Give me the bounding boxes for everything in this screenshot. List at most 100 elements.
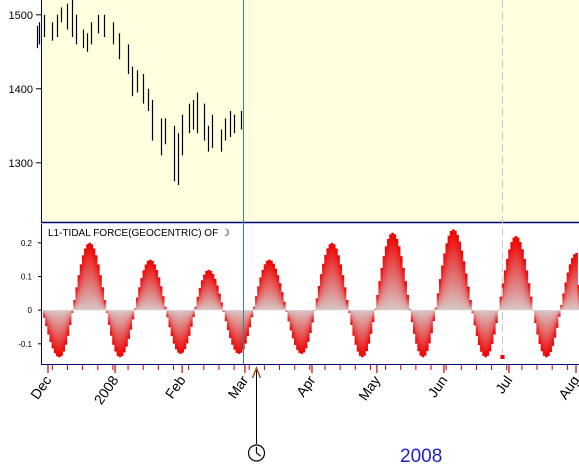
tidal-area-column	[471, 310, 475, 314]
tidal-area-column	[293, 310, 297, 345]
tidal-area-column	[391, 232, 394, 311]
tidal-area-column	[402, 267, 405, 311]
tidal-area-column	[413, 310, 416, 334]
tidal-area-column	[389, 234, 392, 311]
tidal-area-column	[287, 310, 291, 322]
tidal-area-column	[350, 310, 353, 325]
tidal-area-column	[159, 286, 163, 311]
tidal-area-column	[68, 310, 72, 325]
tidal-area-column	[177, 310, 180, 353]
tidal-area-column	[532, 310, 535, 311]
tidal-area-column	[179, 310, 182, 354]
tidal-area-column	[467, 286, 470, 311]
tidal-area-column	[112, 310, 115, 345]
tidal-area-column	[302, 310, 306, 353]
tidal-area-column	[564, 282, 568, 311]
tidal-area-column	[330, 242, 334, 311]
tidal-area-column	[311, 310, 314, 323]
tidal-area-column	[551, 310, 555, 346]
tidal-area-column	[88, 242, 92, 311]
tidal-area-column	[144, 264, 148, 311]
tidal-area-column	[207, 269, 211, 311]
tidal-area-column	[304, 310, 308, 349]
tidal-area-column	[482, 310, 485, 356]
year-label: 2008	[400, 446, 442, 465]
tidal-area-column	[116, 310, 120, 356]
tidal-area-column	[527, 283, 531, 311]
tidal-area-column	[250, 310, 254, 318]
tidal-area-column	[231, 310, 234, 345]
tidal-area-column	[547, 310, 550, 356]
tidal-area-column	[71, 310, 74, 313]
tidal-area-column	[458, 241, 462, 311]
tidal-y-ticks: 0.2 0.1 0 -0.1	[18, 239, 42, 349]
tidal-area-column	[79, 264, 83, 311]
tidal-area-column	[90, 244, 94, 311]
tidal-area-column	[432, 310, 436, 322]
tidal-area-column	[376, 295, 379, 311]
tidal-area-column	[506, 258, 509, 311]
tidal-area-column	[237, 310, 241, 354]
tidal-area-column	[445, 243, 449, 311]
tidal-area-column	[345, 300, 349, 311]
tidal-area-column	[473, 310, 477, 326]
tidal-area-column	[454, 230, 457, 311]
tidal-area-column	[404, 281, 407, 311]
x-axis-month-labels: Dec 2008 Feb Mar Apr May Jun Jul Aug	[27, 365, 579, 407]
tidal-area-column	[136, 297, 139, 311]
tidal-area-column	[408, 308, 412, 311]
tidal-area-column	[512, 237, 516, 311]
tidal-area-column	[58, 310, 61, 358]
tidal-area-column	[343, 287, 347, 311]
tidal-area-column	[374, 308, 377, 311]
clock-hands	[255, 447, 261, 457]
tidal-area-column	[490, 310, 494, 345]
tidal-area-column	[181, 310, 185, 353]
tidal-area-column	[573, 254, 576, 311]
tidal-area-column	[363, 310, 366, 356]
x-month-label: 2008	[91, 372, 122, 407]
tidal-area-column	[397, 246, 401, 311]
tidal-area-column	[131, 310, 135, 320]
tidal-area-column	[209, 270, 213, 311]
tidal-area-column	[529, 296, 533, 311]
tidal-area-column	[94, 255, 98, 311]
tidal-area-column	[493, 310, 496, 335]
tidal-area-column	[107, 310, 111, 325]
tidal-area-column	[419, 310, 423, 356]
tidal-area-column	[298, 310, 301, 353]
tidal-area-column	[348, 310, 351, 313]
x-month-label: Apr	[293, 372, 319, 399]
tidal-area-column	[174, 310, 178, 350]
tidal-area-column	[575, 252, 578, 311]
tidal-area-column	[146, 260, 150, 311]
tidal-area-column	[216, 285, 219, 311]
tidal-area-column	[525, 270, 529, 311]
tidal-area-column	[538, 310, 542, 345]
tidal-area-column	[393, 234, 397, 311]
tidal-area-column	[555, 310, 559, 328]
tidal-area-column	[168, 310, 172, 328]
tidal-area-column	[553, 310, 557, 338]
tidal-panel-title: L1-TIDAL FORCE(GEOCENTRIC) OF ☽	[48, 228, 230, 239]
tidal-area-column	[464, 273, 468, 311]
tidal-area-column	[105, 310, 109, 313]
tidal-area-column	[196, 296, 200, 311]
tidal-area-column	[400, 256, 403, 311]
time-marker[interactable]	[247, 365, 266, 462]
tidal-area-column	[278, 283, 282, 311]
tidal-y-tick-label: 0.2	[21, 239, 33, 248]
tidal-area-column	[319, 274, 323, 311]
tidal-area-column	[415, 310, 418, 344]
tidal-area-column	[306, 310, 310, 342]
tidal-area-column	[499, 296, 503, 311]
tidal-area-column	[62, 310, 66, 352]
tidal-area-column	[326, 248, 330, 311]
tidal-area-column	[406, 295, 410, 311]
tidal-area-column	[460, 250, 464, 311]
tidal-area-column	[255, 296, 258, 311]
tidal-area-column	[276, 275, 280, 311]
tidal-area-column	[66, 310, 70, 336]
tidal-area-column	[430, 310, 433, 334]
